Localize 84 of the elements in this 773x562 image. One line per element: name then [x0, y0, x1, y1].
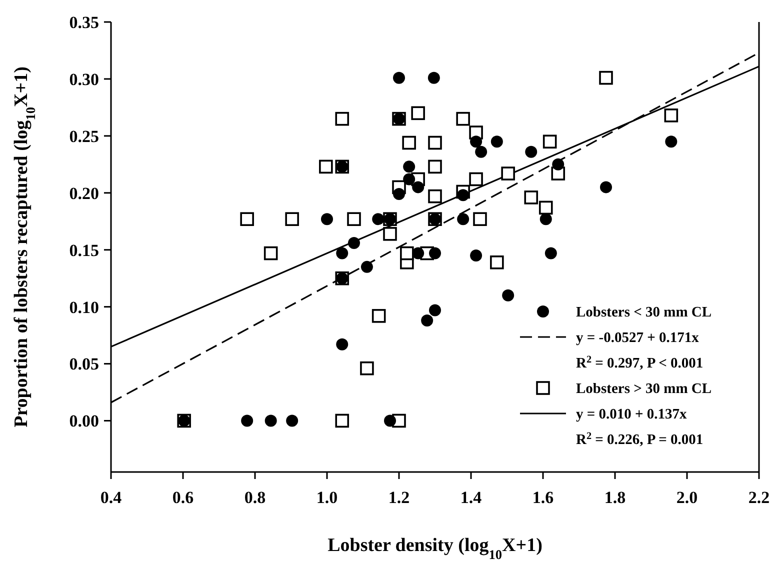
point: [335, 414, 350, 428]
point: [336, 247, 348, 260]
point: [348, 237, 360, 250]
x-tick-label: 1.4: [460, 488, 482, 507]
point: [525, 146, 538, 158]
point: [319, 160, 333, 174]
legend-label: Lobsters < 30 mm CL: [576, 304, 712, 320]
point: [400, 246, 414, 260]
x-tick-label: 0.4: [100, 488, 122, 507]
y-tick-label: 0.10: [69, 298, 99, 317]
point: [599, 70, 613, 85]
point: [542, 134, 557, 149]
y-tick-label: 0.15: [69, 240, 99, 260]
x-axis-title: Lobster density (log$_{10}$X+1): [328, 535, 542, 562]
x-tick-label: 0.6: [172, 488, 194, 507]
point: [421, 314, 434, 326]
point: [286, 414, 298, 427]
point: [475, 146, 488, 158]
y-tick-label: 0.35: [69, 12, 99, 32]
point: [412, 181, 424, 194]
x-tick-label: 0.8: [244, 488, 266, 507]
point: [456, 112, 470, 126]
y-tick-label: 0.05: [69, 354, 99, 374]
point: [665, 136, 678, 148]
point: [383, 227, 397, 241]
point: [544, 247, 557, 260]
point: [264, 246, 278, 260]
legend-label: y = -0.0527 + 0.171x: [576, 330, 700, 346]
point: [347, 212, 361, 226]
point: [428, 160, 442, 174]
y-tick-label: 0.20: [69, 184, 99, 203]
point: [428, 189, 442, 204]
point: [411, 106, 425, 120]
point: [240, 212, 254, 226]
point: [428, 136, 442, 150]
point: [429, 247, 441, 260]
y-tick-label: 0.30: [69, 70, 99, 89]
point: [285, 212, 299, 226]
point: [457, 213, 470, 226]
point: [403, 173, 416, 186]
point: [600, 181, 612, 194]
x-tick-label: 2.2: [748, 488, 770, 507]
point: [664, 108, 678, 122]
point: [524, 190, 538, 204]
point: [538, 200, 553, 215]
point: [264, 414, 277, 427]
point: [501, 166, 515, 180]
point: [335, 112, 350, 126]
point: [457, 189, 470, 202]
point: [402, 136, 416, 150]
point: [393, 72, 405, 84]
x-tick-label: 1.8: [604, 488, 626, 507]
point: [490, 136, 503, 148]
point: [360, 361, 374, 376]
point: [552, 158, 564, 170]
x-tick-label: 1.0: [316, 488, 338, 507]
point: [428, 72, 440, 84]
point: [540, 213, 552, 226]
y-tick-label: 0.25: [69, 126, 99, 146]
point: [490, 255, 504, 270]
point: [469, 172, 483, 186]
point: [384, 414, 396, 427]
x-tick-label: 2.0: [676, 488, 698, 507]
annotation: R$^{2}$ = 0.226, P = 0.001: [576, 430, 704, 448]
annotation: R$^{2}$ = 0.297, P < 0.001: [576, 354, 704, 372]
point: [336, 338, 348, 350]
point: [429, 304, 441, 316]
legend-label: Lobsters > 30 mm CL: [576, 381, 712, 397]
point: [372, 309, 386, 323]
x-tick-label: 1.2: [388, 488, 410, 507]
x-tick-label: 1.6: [532, 488, 554, 507]
point: [473, 212, 487, 226]
point: [470, 250, 482, 262]
point: [502, 289, 514, 302]
point: [470, 136, 482, 148]
point: [241, 414, 254, 427]
y-tick-label: 0.00: [69, 412, 99, 431]
point: [321, 213, 333, 226]
point: [403, 160, 416, 173]
point: [372, 213, 384, 226]
point: [360, 260, 373, 273]
point: [412, 247, 424, 260]
legend-label: y = 0.010 + 0.137x: [576, 406, 688, 422]
point: [393, 188, 405, 200]
